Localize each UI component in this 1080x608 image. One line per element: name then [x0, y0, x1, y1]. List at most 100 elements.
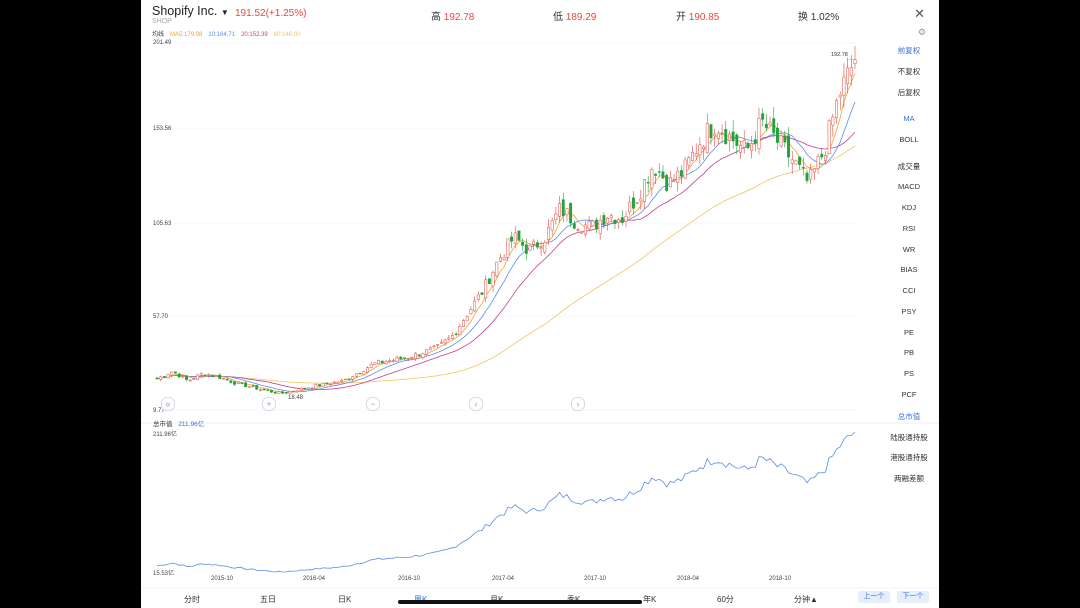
dropdown-icon[interactable]: ▼ — [220, 8, 229, 17]
candle-up — [790, 159, 794, 164]
sidebar-item-unadjusted[interactable]: 不复权 — [897, 67, 921, 76]
candle-up — [628, 201, 632, 213]
sidebar-item-volume[interactable]: 成交量 — [897, 162, 921, 171]
tab-minute[interactable]: 分钟▲ — [794, 595, 818, 604]
candle-up — [428, 347, 432, 351]
candle-down — [162, 376, 166, 378]
candle-up — [650, 169, 654, 189]
sidebar-item-wr[interactable]: WR — [902, 245, 916, 254]
sidebar-item-boll[interactable]: BOLL — [899, 135, 919, 144]
x-axis-label: 2015-10 — [211, 576, 234, 582]
sidebar-item-rsi[interactable]: RSI — [902, 224, 916, 233]
sidebar-item-kdj[interactable]: KDJ — [901, 203, 917, 212]
candle-up — [635, 202, 639, 204]
pan-left-icon[interactable]: ‹ — [469, 397, 483, 411]
candle-up — [853, 59, 857, 64]
sidebar-item-cci[interactable]: CCI — [902, 286, 916, 295]
y-axis-label: 201.49 — [153, 40, 172, 46]
tab-intraday[interactable]: 分时 — [184, 595, 200, 604]
candle-up — [687, 157, 691, 166]
candle-down — [185, 375, 188, 380]
sidebar-item-pcf[interactable]: PCF — [901, 390, 917, 399]
candle-up — [447, 337, 451, 340]
sidebar-item-pb[interactable]: PB — [903, 348, 914, 357]
candle-up — [598, 219, 602, 234]
tab-weekly-k[interactable]: 周K — [414, 594, 427, 605]
candle-up — [668, 177, 672, 188]
low-stat: 低 189.29 — [553, 8, 596, 23]
candle-down — [798, 156, 802, 165]
candle-up — [694, 153, 698, 157]
sidebar-item-pe[interactable]: PE — [903, 328, 914, 337]
prev-button[interactable]: 上一个 — [858, 591, 890, 603]
candle-up — [181, 375, 185, 378]
sidebar-item-ps[interactable]: PS — [903, 369, 914, 378]
tab-yearly-k[interactable]: 年K — [643, 595, 657, 604]
candle-up — [576, 229, 580, 231]
settings-gear-icon[interactable]: ⚙ — [917, 27, 926, 37]
candle-up — [809, 168, 813, 180]
candle-up — [624, 215, 628, 222]
zoom-in-icon[interactable]: + — [262, 397, 276, 411]
sidebar-item-psy[interactable]: PSY — [901, 307, 917, 316]
sidebar-item-macd[interactable]: MACD — [897, 182, 921, 191]
candle-down — [177, 373, 181, 378]
candle-down — [654, 173, 658, 176]
candle-down — [273, 391, 277, 394]
sidebar-item-bias[interactable]: BIAS — [900, 265, 918, 274]
price-change: 191.52(+1.25%) — [235, 8, 307, 19]
candle-up — [476, 294, 480, 300]
candle-down — [602, 215, 606, 225]
candle-down — [572, 223, 576, 229]
tab-five-day[interactable]: 五日 — [260, 595, 276, 604]
next-button[interactable]: 下一个 — [897, 591, 929, 603]
candle-up — [849, 67, 853, 77]
company-name[interactable]: Shopify Inc. ▼ — [152, 4, 229, 18]
ma10-line — [156, 101, 856, 393]
candle-up — [196, 374, 200, 380]
sidebar-item-market-cap[interactable]: 总市值 — [897, 412, 921, 421]
open-stat: 开 190.85 — [676, 8, 719, 23]
candle-down — [255, 385, 259, 390]
candle-down — [620, 217, 624, 223]
sidebar-item-shanghai-connect[interactable]: 陆股通持股 — [890, 433, 928, 442]
candle-up — [395, 357, 399, 362]
candle-up — [702, 146, 706, 150]
tab-60min[interactable]: 60分 — [717, 595, 734, 604]
candle-up — [838, 94, 842, 98]
y-axis-label: 57.70 — [153, 314, 169, 320]
scroll-left-icon[interactable]: « — [161, 397, 175, 411]
candle-up — [502, 257, 506, 261]
sidebar-item-forward-adjusted[interactable]: 前复权 — [897, 46, 921, 55]
close-icon[interactable]: ✕ — [914, 6, 925, 21]
sidebar-item-hk-connect[interactable]: 港股通持股 — [890, 453, 928, 462]
tab-quarterly-k[interactable]: 季K — [567, 594, 580, 605]
candle-down — [487, 278, 491, 284]
sidebar-item-backward-adjusted[interactable]: 后复权 — [897, 88, 921, 97]
sidebar-item-ma[interactable]: MA — [903, 114, 915, 123]
tab-monthly-k[interactable]: 月K — [490, 594, 503, 605]
candle-up — [288, 391, 292, 394]
candle-up — [609, 215, 613, 219]
home-indicator[interactable] — [398, 600, 642, 604]
candle-down — [402, 357, 406, 359]
y-axis-label: 105.63 — [153, 221, 172, 227]
candle-up — [321, 382, 325, 387]
candle-up — [439, 341, 443, 344]
candle-up — [565, 208, 569, 216]
candle-up — [580, 231, 584, 234]
pan-right-icon[interactable]: › — [571, 397, 585, 411]
candle-down — [724, 129, 728, 145]
candle-up — [768, 122, 772, 126]
tab-daily-k[interactable]: 日K — [338, 595, 352, 604]
candle-down — [270, 390, 273, 393]
candle-down — [631, 197, 635, 209]
zoom-out-icon[interactable]: − — [366, 397, 380, 411]
candle-up — [543, 242, 547, 253]
chart-canvas[interactable] — [141, 0, 939, 608]
candle-up — [340, 379, 344, 382]
candle-up — [310, 387, 314, 390]
candle-down — [240, 382, 244, 384]
sidebar-item-margin-balance[interactable]: 两融差额 — [894, 474, 924, 483]
candle-down — [561, 199, 565, 217]
